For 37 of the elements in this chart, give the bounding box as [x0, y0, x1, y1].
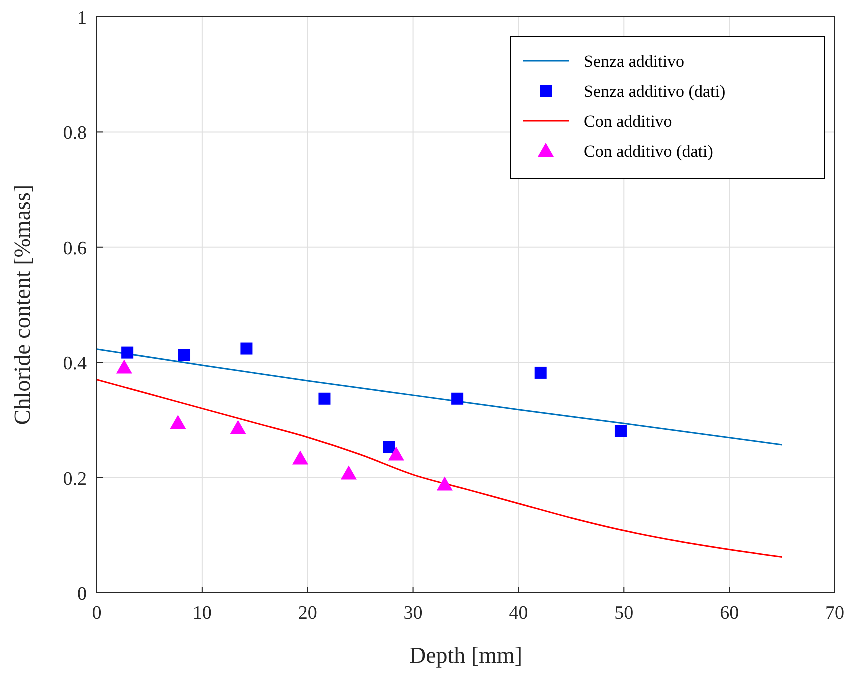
legend-label: Con additivo: [584, 112, 672, 131]
x-tick-label: 20: [298, 603, 318, 624]
point: [436, 476, 453, 491]
y-tick-label: 0.2: [63, 468, 87, 490]
y-axis-title: Chloride content [%mass]: [10, 184, 35, 426]
x-tick-label: 60: [720, 603, 740, 624]
point: [534, 366, 547, 379]
line-series: [96, 348, 784, 446]
point: [383, 441, 396, 454]
point: [452, 392, 464, 405]
point: [170, 415, 186, 430]
x-tick-label: 30: [404, 603, 423, 624]
point: [240, 342, 253, 355]
y-tick-label: 1: [78, 8, 87, 29]
legend-label: Con additivo (dati): [584, 142, 714, 161]
point: [318, 392, 331, 405]
line-series: [96, 379, 784, 558]
point: [340, 466, 357, 480]
x-tick-label: 0: [92, 603, 102, 624]
point: [178, 349, 191, 362]
point: [122, 346, 134, 359]
legend-label: Senza additivo: [584, 52, 685, 71]
point: [116, 360, 132, 374]
x-tick-label: 70: [826, 603, 844, 624]
legend-label: Senza additivo (dati): [584, 82, 726, 101]
point: [388, 446, 404, 461]
point: [614, 425, 627, 438]
y-tick-label: 0.8: [63, 123, 87, 144]
y-tick-label: 0.6: [63, 238, 87, 260]
x-tick-label: 50: [614, 603, 634, 624]
x-tick-label: 40: [509, 603, 528, 624]
y-tick-label: 0.4: [63, 354, 88, 375]
x-axis-title: Depth [mm]: [409, 643, 523, 668]
point: [292, 450, 308, 465]
point: [230, 420, 246, 434]
y-tick-label: 0: [78, 584, 87, 605]
x-tick-label: 10: [192, 603, 212, 624]
